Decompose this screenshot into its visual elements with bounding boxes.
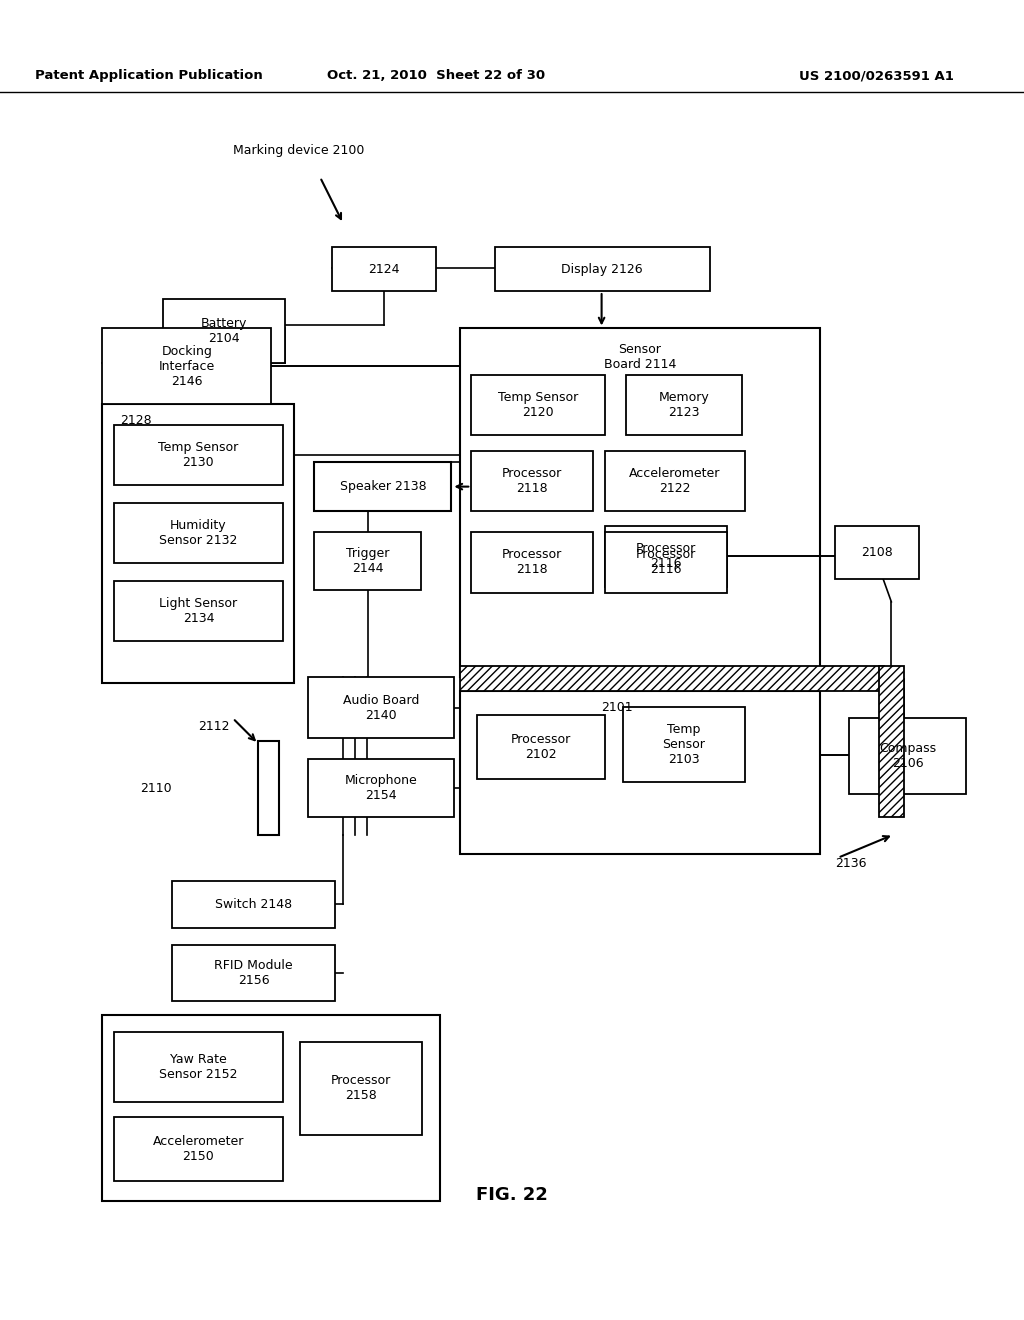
Bar <box>314 532 421 590</box>
Text: 2110: 2110 <box>140 781 172 795</box>
Text: Processor
2116: Processor 2116 <box>636 548 696 577</box>
Bar <box>163 300 285 363</box>
Text: Temp
Sensor
2103: Temp Sensor 2103 <box>663 723 706 766</box>
Text: 2108: 2108 <box>861 546 893 558</box>
Bar <box>626 375 742 436</box>
Text: Temp Sensor
2120: Temp Sensor 2120 <box>498 391 579 420</box>
Text: Processor
2118: Processor 2118 <box>502 467 562 495</box>
Text: 2101: 2101 <box>601 701 633 714</box>
Text: Speaker 2138: Speaker 2138 <box>340 480 426 494</box>
Text: Light Sensor
2134: Light Sensor 2134 <box>160 597 238 626</box>
Bar <box>477 714 605 779</box>
Text: Accelerometer
2122: Accelerometer 2122 <box>629 467 721 495</box>
Text: FIG. 22: FIG. 22 <box>476 1187 548 1204</box>
Bar <box>114 1117 283 1181</box>
Text: Yaw Rate
Sensor 2152: Yaw Rate Sensor 2152 <box>159 1053 238 1081</box>
Text: 2136: 2136 <box>836 857 867 870</box>
Text: US 2100/0263591 A1: US 2100/0263591 A1 <box>800 70 954 82</box>
Text: Switch 2148: Switch 2148 <box>215 898 292 911</box>
Bar <box>495 247 710 292</box>
Text: Accelerometer
2150: Accelerometer 2150 <box>153 1135 244 1163</box>
Text: Marking device 2100: Marking device 2100 <box>232 144 365 157</box>
Bar <box>300 1041 422 1135</box>
Text: RFID Module
2156: RFID Module 2156 <box>214 960 293 987</box>
Bar <box>879 665 904 817</box>
Bar <box>308 677 454 738</box>
Bar <box>258 742 280 834</box>
Bar <box>850 718 966 793</box>
Bar <box>314 462 452 511</box>
Text: Oct. 21, 2010  Sheet 22 of 30: Oct. 21, 2010 Sheet 22 of 30 <box>328 70 546 82</box>
Bar <box>836 527 920 578</box>
Bar <box>605 527 727 586</box>
Text: Compass
2106: Compass 2106 <box>879 742 936 770</box>
Text: Memory
2123: Memory 2123 <box>658 391 710 420</box>
Bar <box>332 247 436 292</box>
Bar <box>114 1032 283 1102</box>
Text: Battery
2104: Battery 2104 <box>201 317 247 346</box>
Text: 2128: 2128 <box>120 413 152 426</box>
Bar <box>308 759 454 817</box>
Bar <box>460 329 820 677</box>
Text: Processor
2116: Processor 2116 <box>636 543 696 570</box>
Text: Sensor
Board 2114: Sensor Board 2114 <box>604 343 676 371</box>
Text: 2112: 2112 <box>198 719 229 733</box>
Text: Temp Sensor
2130: Temp Sensor 2130 <box>159 441 239 469</box>
Text: Humidity
Sensor 2132: Humidity Sensor 2132 <box>159 519 238 548</box>
Bar <box>114 503 283 564</box>
Bar <box>605 450 744 511</box>
Text: Patent Application Publication: Patent Application Publication <box>35 70 263 82</box>
Text: Docking
Interface
2146: Docking Interface 2146 <box>159 345 215 388</box>
Bar <box>114 581 283 642</box>
Text: 2124: 2124 <box>369 263 399 276</box>
Text: Audio Board
2140: Audio Board 2140 <box>343 694 419 722</box>
Bar <box>102 1015 440 1201</box>
Text: Microphone
2154: Microphone 2154 <box>345 774 418 803</box>
Bar <box>471 450 594 511</box>
Bar <box>114 425 283 486</box>
Bar <box>102 404 295 684</box>
Text: Display 2126: Display 2126 <box>561 263 643 276</box>
Text: Trigger
2144: Trigger 2144 <box>346 546 389 576</box>
Bar <box>471 532 594 593</box>
Bar <box>172 945 335 1001</box>
Bar <box>460 665 885 692</box>
Bar <box>102 329 271 404</box>
Text: Processor
2158: Processor 2158 <box>331 1074 391 1102</box>
Text: Processor
2118: Processor 2118 <box>502 548 562 577</box>
Bar <box>172 880 335 928</box>
Bar <box>471 375 605 436</box>
Bar <box>623 706 744 783</box>
Bar <box>605 532 727 593</box>
Bar <box>460 692 820 854</box>
Text: Processor
2102: Processor 2102 <box>511 733 571 760</box>
